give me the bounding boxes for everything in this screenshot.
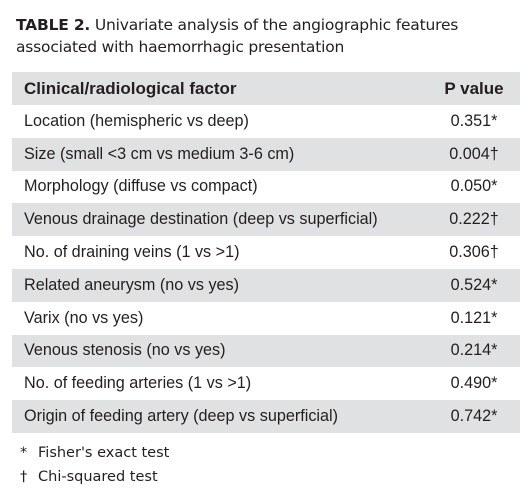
footnote-text: Fisher's exact test xyxy=(38,445,170,461)
table-caption: TABLE 2. Univariate analysis of the angi… xyxy=(16,14,516,58)
factor-cell: Morphology (diffuse vs compact) xyxy=(24,177,258,196)
table-row: Origin of feeding artery (deep vs superf… xyxy=(12,400,520,433)
p-value-cell: 0.050* xyxy=(450,177,498,196)
table-row: Varix (no vs yes) 0.121* xyxy=(12,302,520,335)
header-factor: Clinical/radiological factor xyxy=(24,78,237,98)
table-footnotes: * Fisher's exact test † Chi-squared test xyxy=(20,441,169,489)
header-p-value: P value xyxy=(444,78,504,98)
table-row: Location (hemispheric vs deep) 0.351* xyxy=(12,105,520,138)
table-title: Univariate analysis of the angiographic … xyxy=(16,16,459,56)
table-header-row: Clinical/radiological factor P value xyxy=(12,72,520,105)
table-row: Morphology (diffuse vs compact) 0.050* xyxy=(12,171,520,204)
p-value-cell: 0.214* xyxy=(450,341,498,360)
footnote-symbol: † xyxy=(20,469,28,485)
footnote: † Chi-squared test xyxy=(20,465,169,489)
table-row: No. of feeding arteries (1 vs >1) 0.490* xyxy=(12,367,520,400)
factor-cell: Origin of feeding artery (deep vs superf… xyxy=(24,407,339,426)
table-row: No. of draining veins (1 vs >1) 0.306† xyxy=(12,236,520,269)
footnote: * Fisher's exact test xyxy=(20,441,169,465)
p-value-cell: 0.490* xyxy=(450,374,498,393)
p-value-cell: 0.121* xyxy=(450,308,498,327)
p-value-cell: 0.222† xyxy=(449,210,499,229)
table-row: Venous drainage destination (deep vs sup… xyxy=(12,203,520,237)
factor-cell: Varix (no vs yes) xyxy=(24,308,144,327)
p-value-cell: 0.306† xyxy=(449,243,499,262)
p-value-cell: 0.004† xyxy=(449,144,499,163)
footnote-text: Chi-squared test xyxy=(38,469,158,485)
factor-cell: No. of feeding arteries (1 vs >1) xyxy=(24,374,252,393)
factor-cell: No. of draining veins (1 vs >1) xyxy=(24,243,240,262)
p-value-cell: 0.351* xyxy=(450,111,498,130)
factor-cell: Venous drainage destination (deep vs sup… xyxy=(24,210,378,229)
factor-cell: Size (small <3 cm vs medium 3-6 cm) xyxy=(24,144,295,163)
factor-cell: Venous stenosis (no vs yes) xyxy=(24,341,226,360)
table-row: Size (small <3 cm vs medium 3-6 cm) 0.00… xyxy=(12,137,520,171)
table-number: TABLE 2. xyxy=(16,16,91,34)
factor-cell: Related aneurysm (no vs yes) xyxy=(24,275,240,294)
p-value-cell: 0.742* xyxy=(450,407,498,426)
table-row: Related aneurysm (no vs yes) 0.524* xyxy=(12,268,520,302)
footnote-symbol: * xyxy=(20,445,28,461)
table-row: Venous stenosis (no vs yes) 0.214* xyxy=(12,334,520,368)
factor-cell: Location (hemispheric vs deep) xyxy=(24,111,249,130)
p-value-cell: 0.524* xyxy=(450,275,498,294)
results-table: Clinical/radiological factor P value Loc… xyxy=(12,72,520,433)
